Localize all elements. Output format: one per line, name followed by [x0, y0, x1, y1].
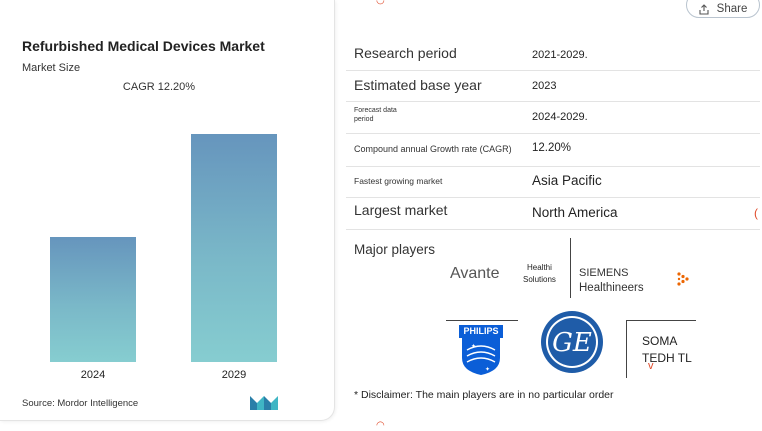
row-key: Estimated base year	[354, 77, 482, 93]
ge-monogram-icon: GE	[541, 311, 603, 373]
row-key: Fastest growing market	[354, 176, 443, 186]
cagr-annotation: CAGR 12.20%	[122, 81, 196, 93]
soma-tech-logo: SOMA TEDH TL	[642, 334, 692, 365]
siemens-dots-icon	[677, 272, 689, 286]
x-tick-label: 2029	[221, 369, 247, 381]
row-key: Research period	[354, 45, 457, 61]
soma-accent-icon: v	[648, 360, 654, 372]
grid-divider	[570, 238, 571, 298]
healthi-solutions-logo: Healthi Solutions	[523, 263, 556, 284]
grid-divider	[446, 320, 518, 321]
decorative-mark-icon: ◡	[376, 0, 385, 6]
mordor-logo-icon	[250, 396, 278, 410]
source-label: Source: Mordor Intelligence	[22, 398, 139, 409]
card-subtitle: Market Size	[22, 62, 81, 74]
bar-2029	[191, 134, 277, 362]
major-players-label: Major players	[354, 242, 436, 257]
svg-text:GE: GE	[552, 328, 592, 358]
row-forecast-period: Forecast data period 2024-2029.	[346, 101, 760, 134]
share-label: Share	[716, 3, 748, 15]
philips-shield-icon: ✦ ✦	[462, 338, 500, 375]
share-button[interactable]: Share	[686, 0, 760, 18]
disclaimer: * Disclaimer: The main players are in no…	[354, 389, 614, 401]
decorative-mark-icon: (	[754, 206, 758, 220]
row-value: 2024-2029.	[532, 111, 588, 123]
ge-logo: GE	[520, 300, 624, 380]
row-value: 2023	[532, 80, 557, 92]
svg-text:✦: ✦	[485, 366, 490, 373]
svg-text:✦: ✦	[471, 343, 476, 350]
row-key: Compound annual Growth rate (CAGR)	[354, 144, 512, 154]
share-icon	[699, 3, 709, 15]
card-title: Refurbished Medical Devices Market	[22, 38, 265, 54]
decorative-mark-icon: ◠	[376, 420, 385, 431]
siemens-healthineers-logo: SIEMENS Healthineers	[579, 267, 644, 294]
row-key: Forecast data period	[354, 107, 397, 123]
bar-2024	[50, 237, 136, 362]
row-largest-market: Largest market North America	[346, 197, 760, 230]
x-tick-label: 2024	[80, 369, 106, 381]
avante-logo: Avante	[450, 265, 500, 282]
row-key: Largest market	[354, 202, 448, 218]
market-snapshot-card: Refurbished Medical Devices Market Marke…	[0, 0, 335, 421]
grid-divider	[626, 320, 696, 321]
row-value: 2021-2029.	[532, 49, 588, 61]
row-value: Asia Pacific	[532, 173, 602, 188]
row-value: 12.20%	[532, 142, 572, 154]
row-cagr: Compound annual Growth rate (CAGR) 12.20…	[346, 133, 760, 167]
row-value: North America	[532, 205, 618, 220]
row-base-year: Estimated base year 2023	[346, 70, 760, 102]
philips-logo: PHILIPS ✦ ✦	[459, 325, 503, 375]
row-fastest-market: Fastest growing market Asia Pacific	[346, 166, 760, 198]
row-research-period: Research period 2021-2029.	[346, 38, 760, 71]
grid-divider	[626, 320, 627, 378]
